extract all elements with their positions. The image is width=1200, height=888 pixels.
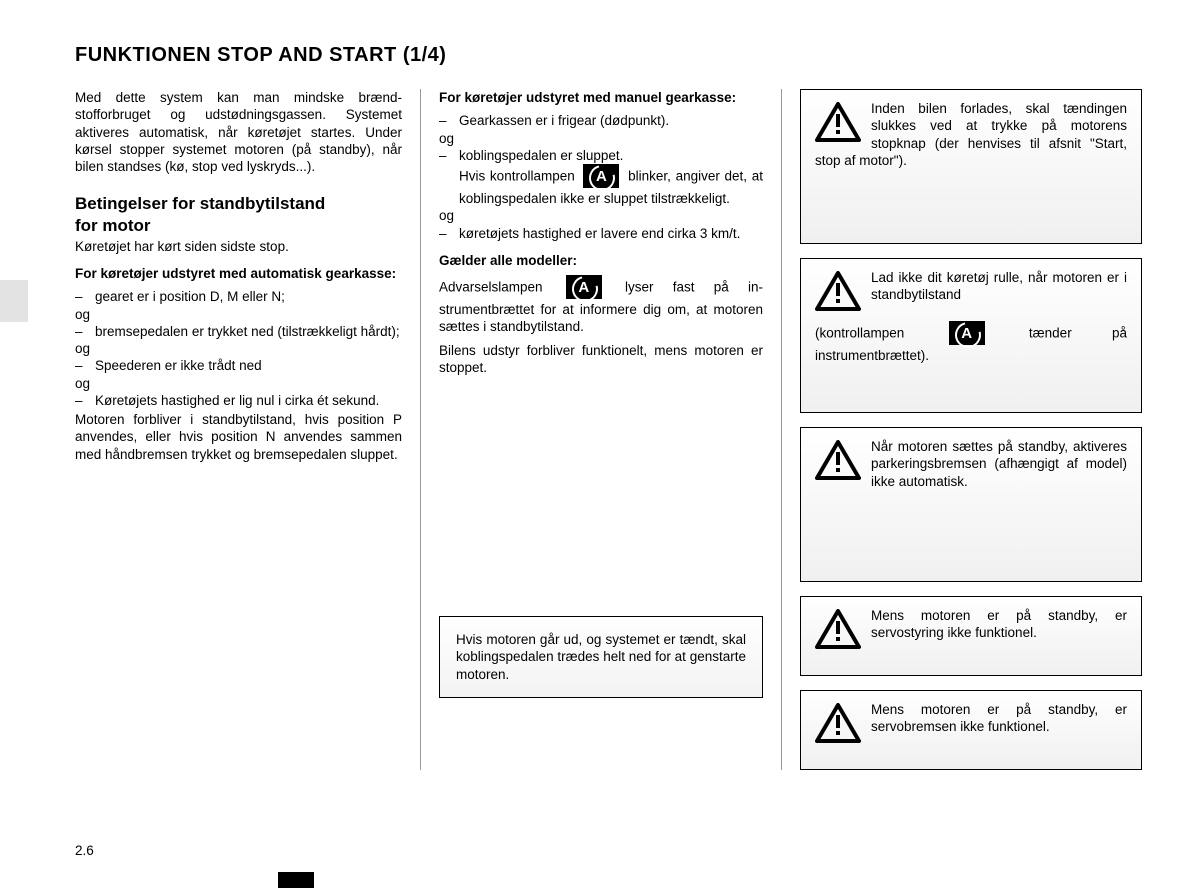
warn2-pre: (kontrollampen [815,325,945,340]
og-text: og [75,375,402,392]
auto-li1: gearet er i position D, M eller N; [95,288,402,305]
list-item: – koblingspedalen er sluppet. Hvis kontr… [439,147,763,208]
warn1-text: Inden bilen forlades, skal tæn­dingen sl… [815,101,1127,168]
warning-icon [815,609,861,649]
all-p1-pre: Advarselslampen [439,280,562,295]
auto-tail: Motoren forbliver i standbytilstand, hvi… [75,411,402,463]
a-indicator-icon [583,164,619,188]
column-1: Med dette system kan man mindske brænd­s… [75,89,420,770]
list-item: –Gearkassen er i frigear (dødpunkt). [439,112,763,129]
all-p1: Advarselslampen lyser fast på in­strumen… [439,275,763,336]
side-tab [0,280,28,322]
page-number: 2.6 [75,843,94,858]
list-item: –bremsepedalen er trykket ned (tilstræk­… [75,323,402,340]
subhead-line1: Betingelser for standbytilstand [75,194,325,213]
list-item: –Køretøjets hastighed er lig nul i cirka… [75,392,402,409]
subhead-note: Køretøjet har kørt siden sidste stop. [75,238,402,255]
man-li2a: koblingspedalen er sluppet. [459,148,623,163]
note-box: Hvis motoren går ud, og systemet er tænd… [439,616,763,698]
list-item: –gearet er i position D, M eller N; [75,288,402,305]
list-item: –Speederen er ikke trådt ned [75,357,402,374]
auto-li4: Køretøjets hastighed er lig nul i cirka … [95,392,402,409]
man-li2: koblingspedalen er sluppet. Hvis kontrol… [459,147,763,208]
warn3-text: Når motoren sættes på standby, aktiveres… [871,439,1127,489]
page-content: FUNKTIONEN STOP AND START (1/4) Med dett… [0,0,1200,770]
auto-li2: bremsepedalen er trykket ned (tilstræk­k… [95,323,402,340]
warning-box-2: Lad ikke dit køretøj rulle, når motoren … [800,258,1142,413]
column-2: For køretøjer udstyret med manuel gear­k… [420,89,782,770]
warn2-a: Lad ikke dit køretøj rulle, når motoren … [871,270,1127,302]
warn5-text: Mens motoren er på standby, er servobrem… [871,702,1127,734]
intro-text: Med dette system kan man mindske brænd­s… [75,89,402,175]
manual-heading: For køretøjer udstyret med manuel gear­k… [439,89,763,106]
all-p2: Bilens udstyr forbliver funktionelt, men… [439,342,763,377]
bottom-tab [278,872,314,888]
page-count: (1/4) [403,44,447,66]
column-3: Inden bilen forlades, skal tæn­dingen sl… [782,89,1142,770]
warning-icon [815,102,861,142]
note-text: Hvis motoren går ud, og systemet er tænd… [456,632,746,682]
warning-box-3: Når motoren sættes på standby, aktiveres… [800,427,1142,582]
a-indicator-icon [566,275,602,299]
list-item: –køretøjets hastighed er lavere end cirk… [439,225,763,242]
og-text: og [75,340,402,357]
title-text: FUNKTIONEN STOP AND START [75,44,397,66]
auto-list: –gearet er i position D, M eller N; og –… [75,288,402,409]
warning-icon [815,440,861,480]
warning-box-5: Mens motoren er på standby, er servobrem… [800,690,1142,770]
man-li3: køretøjets hastighed er lavere end cirka… [459,225,763,242]
subhead-line2: for motor [75,216,151,235]
columns: Med dette system kan man mindske brænd­s… [75,89,1156,770]
warning-box-4: Mens motoren er på standby, er servostyr… [800,596,1142,676]
subhead-conditions: Betingelser for standbytilstand for moto… [75,193,402,236]
og-text: og [439,130,763,147]
warning-box-1: Inden bilen forlades, skal tæn­dingen sl… [800,89,1142,244]
man-li1: Gearkassen er i frigear (dødpunkt). [459,112,763,129]
manual-list: –Gearkassen er i frigear (dødpunkt). og … [439,112,763,242]
page-title: FUNKTIONEN STOP AND START (1/4) [75,44,1156,67]
a-indicator-icon [949,321,985,345]
all-models-heading: Gælder alle modeller: [439,252,763,269]
man-li2b-pre: Hvis kontrollampen [459,169,579,184]
warn4-text: Mens motoren er på standby, er servostyr… [871,608,1127,640]
og-text: og [75,306,402,323]
warning-icon [815,271,861,311]
og-text: og [439,207,763,224]
auto-heading: For køretøjer udstyret med automatisk ge… [75,265,402,282]
auto-li3: Speederen er ikke trådt ned [95,357,402,374]
warning-icon [815,703,861,743]
